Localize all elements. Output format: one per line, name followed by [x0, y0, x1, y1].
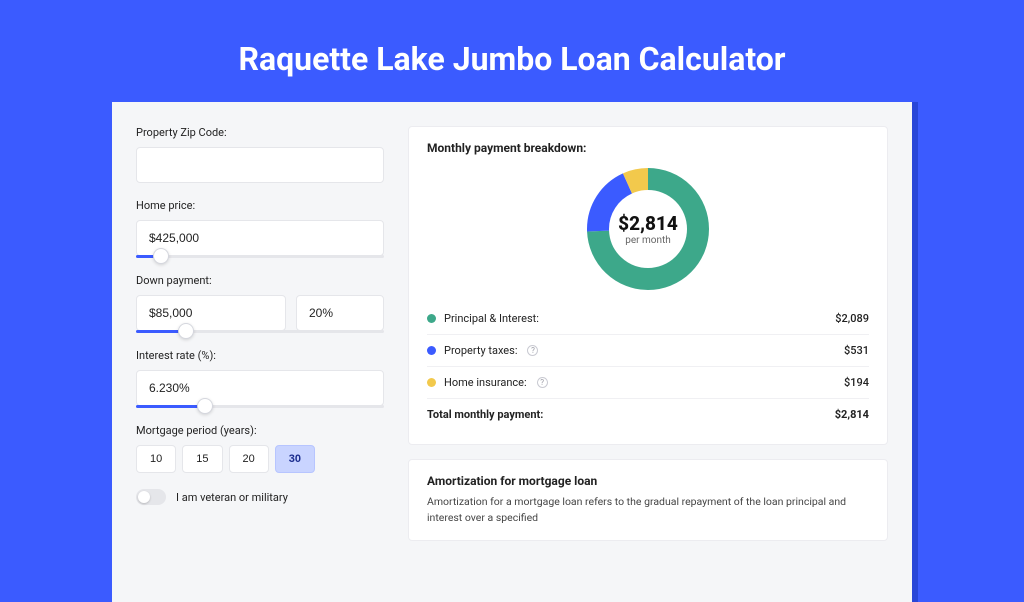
- legend-value-property_taxes: $531: [844, 344, 869, 357]
- down-payment-slider[interactable]: [136, 330, 384, 333]
- legend-total-value: $2,814: [835, 408, 869, 421]
- home-price-label: Home price:: [136, 199, 384, 212]
- veteran-toggle-row: I am veteran or military: [136, 489, 384, 505]
- veteran-toggle[interactable]: [136, 489, 166, 505]
- legend-row-principal_interest: Principal & Interest: $2,089: [427, 303, 869, 334]
- legend-total-row: Total monthly payment: $2,814: [427, 398, 869, 430]
- donut-amount: $2,814: [618, 212, 678, 235]
- zip-field-group: Property Zip Code:: [136, 126, 384, 183]
- home-price-field-group: Home price:: [136, 199, 384, 258]
- mortgage-period-field-group: Mortgage period (years): 10152030: [136, 424, 384, 473]
- breakdown-card: Monthly payment breakdown: $2,814 per mo…: [408, 126, 888, 445]
- mortgage-period-option-10[interactable]: 10: [136, 445, 176, 473]
- mortgage-period-label: Mortgage period (years):: [136, 424, 384, 437]
- legend-value-principal_interest: $2,089: [835, 312, 869, 325]
- results-column: Monthly payment breakdown: $2,814 per mo…: [408, 126, 888, 562]
- zip-label: Property Zip Code:: [136, 126, 384, 139]
- legend-dot-property_taxes: [427, 346, 436, 355]
- amortization-title: Amortization for mortgage loan: [427, 474, 869, 488]
- amortization-text: Amortization for a mortgage loan refers …: [427, 494, 869, 526]
- legend-label-home_insurance: Home insurance:: [444, 376, 527, 389]
- veteran-toggle-label: I am veteran or military: [176, 491, 288, 504]
- page-title: Raquette Lake Jumbo Loan Calculator: [0, 0, 1024, 102]
- mortgage-period-option-15[interactable]: 15: [182, 445, 222, 473]
- interest-rate-slider-thumb[interactable]: [197, 398, 213, 414]
- legend-row-property_taxes: Property taxes:? $531: [427, 334, 869, 366]
- mortgage-period-options: 10152030: [136, 445, 384, 473]
- down-payment-slider-thumb[interactable]: [178, 323, 194, 339]
- interest-rate-field-group: Interest rate (%):: [136, 349, 384, 408]
- mortgage-period-option-20[interactable]: 20: [229, 445, 269, 473]
- calculator-panel: Property Zip Code: Home price: Down paym…: [112, 102, 912, 602]
- info-icon[interactable]: ?: [537, 377, 548, 388]
- mortgage-period-option-30[interactable]: 30: [275, 445, 315, 473]
- donut-center: $2,814 per month: [586, 167, 710, 291]
- legend-total-label: Total monthly payment:: [427, 408, 543, 421]
- legend-dot-home_insurance: [427, 378, 436, 387]
- interest-rate-slider[interactable]: [136, 405, 384, 408]
- legend-dot-principal_interest: [427, 314, 436, 323]
- down-payment-input[interactable]: [136, 295, 286, 331]
- home-price-slider[interactable]: [136, 255, 384, 258]
- donut-sub: per month: [625, 235, 671, 246]
- legend-row-home_insurance: Home insurance:? $194: [427, 366, 869, 398]
- interest-rate-input[interactable]: [136, 370, 384, 406]
- home-price-slider-thumb[interactable]: [153, 248, 169, 264]
- amortization-card: Amortization for mortgage loan Amortizat…: [408, 459, 888, 541]
- breakdown-title: Monthly payment breakdown:: [427, 141, 869, 155]
- form-column: Property Zip Code: Home price: Down paym…: [136, 126, 384, 562]
- down-payment-pct-input[interactable]: [296, 295, 384, 331]
- interest-rate-label: Interest rate (%):: [136, 349, 384, 362]
- down-payment-field-group: Down payment:: [136, 274, 384, 333]
- down-payment-label: Down payment:: [136, 274, 384, 287]
- legend-label-property_taxes: Property taxes:: [444, 344, 517, 357]
- legend-label-principal_interest: Principal & Interest:: [444, 312, 539, 325]
- info-icon[interactable]: ?: [527, 345, 538, 356]
- donut-chart: $2,814 per month: [586, 167, 710, 291]
- donut-chart-wrap: $2,814 per month: [427, 161, 869, 303]
- home-price-input[interactable]: [136, 220, 384, 256]
- legend-value-home_insurance: $194: [844, 376, 869, 389]
- zip-input[interactable]: [136, 147, 384, 183]
